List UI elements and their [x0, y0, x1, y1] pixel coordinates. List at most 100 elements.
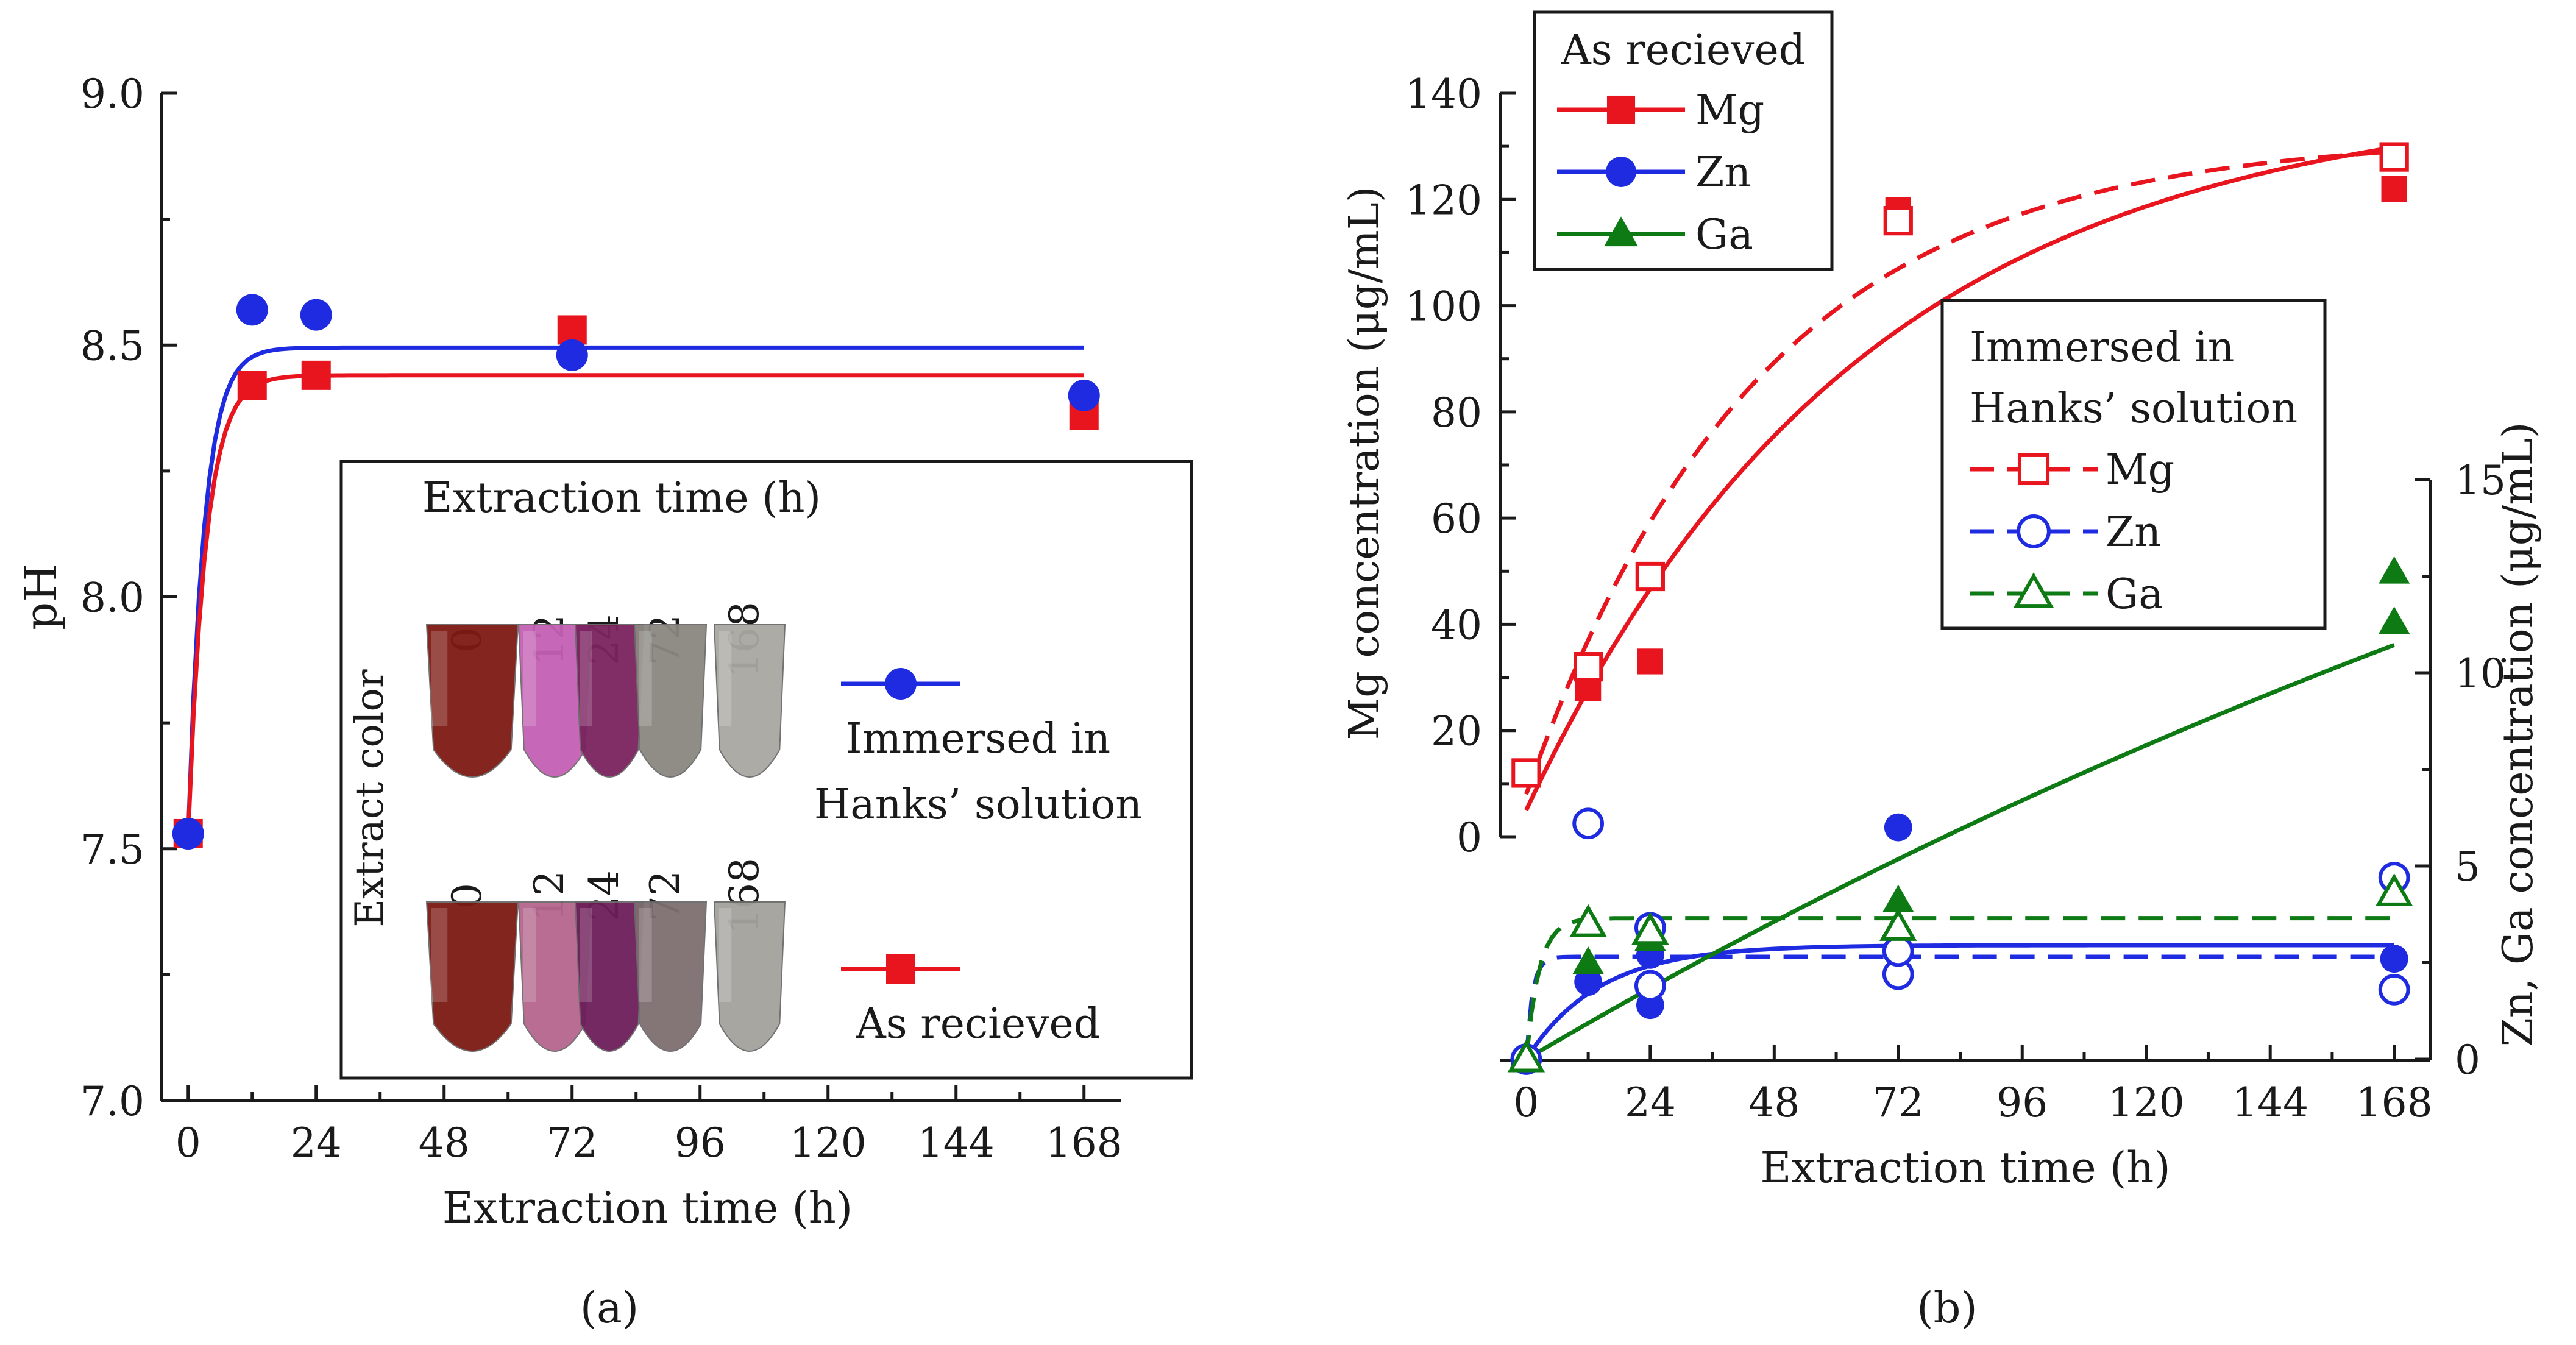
tube-24h — [574, 901, 645, 1052]
x-tick-label: 144 — [2232, 1079, 2308, 1126]
tube-72h — [633, 624, 708, 778]
x-tick-label: 96 — [1996, 1079, 2048, 1126]
inset-legend-text: As recieved — [856, 1000, 1101, 1048]
tube-highlight — [639, 631, 652, 726]
data-point-ga — [2375, 873, 2413, 906]
data-point-mg — [2379, 142, 2409, 172]
tube-highlight — [580, 908, 592, 1002]
data-point — [236, 294, 268, 326]
data-point — [300, 299, 332, 331]
tube-highlight — [719, 908, 732, 1002]
x-tick-label: 168 — [2356, 1079, 2433, 1126]
data-point-ga — [1572, 946, 1604, 974]
x-tick-label: 120 — [2108, 1079, 2185, 1126]
x-tick-label: 120 — [790, 1120, 867, 1166]
chart-panel-b: 0 20 40 60 80 100 120 140 0 5 10 15 0 24 48 72 96 120 144 1… — [1341, 10, 2542, 1333]
legend-entry: Mg — [1695, 87, 1764, 135]
data-point-zn — [1882, 935, 1914, 967]
legend-marker — [1606, 95, 1636, 124]
fit-line-zn — [1524, 943, 2394, 1060]
left-y-tick-label: 100 — [1405, 283, 1482, 330]
data-point-zn — [1884, 813, 1912, 842]
data-point-mg — [1637, 648, 1663, 675]
x-tick-label: 0 — [176, 1120, 201, 1166]
data-point — [556, 339, 588, 371]
chart-panel-a: 7.0 7.5 8.0 8.5 9.0 0 24 48 72 96 120 144 168 Extract… — [15, 71, 1193, 1333]
data-point — [237, 371, 267, 400]
tube-highlight — [523, 631, 536, 726]
data-point-ga — [1882, 884, 1914, 912]
right-y-tick-label: 0 — [2455, 1037, 2480, 1084]
x-tick-label: 168 — [1046, 1120, 1123, 1166]
legend-immersed-box — [1940, 299, 2327, 630]
data-point-mg — [1574, 652, 1603, 682]
x-tick-label: 24 — [1625, 1079, 1676, 1126]
y-tick-label: 8.0 — [80, 575, 144, 622]
x-tick-label: 96 — [675, 1120, 726, 1166]
left-y-tick-label: 40 — [1431, 602, 1482, 648]
data-point-mg — [1635, 561, 1665, 592]
right-y-axis-label: Zn, Ga concentration (μg/mL) — [2494, 422, 2542, 1047]
data-point-ga — [2379, 606, 2410, 634]
x-tick-label: 24 — [291, 1120, 342, 1166]
y-tick-label: 7.5 — [80, 826, 144, 873]
legend-as-received-title: As recieved — [1561, 26, 1806, 74]
panel-label: (b) — [1917, 1283, 1977, 1333]
tube-highlight — [431, 631, 448, 726]
x-tick-label: 72 — [1873, 1079, 1924, 1126]
tube-highlight — [719, 631, 732, 726]
legend-immersed-title: Hanks’ solution — [1970, 385, 2297, 433]
y-tick-label: 8.5 — [80, 322, 144, 369]
data-point — [172, 817, 204, 850]
data-point-mg — [1883, 206, 1913, 236]
left-y-tick-label: 20 — [1431, 708, 1482, 755]
legend-entry: Zn — [2106, 508, 2161, 556]
panel-label: (a) — [580, 1283, 639, 1333]
tube-0h — [425, 901, 519, 1052]
tube-0h — [425, 624, 519, 778]
x-tick-label: 48 — [419, 1120, 470, 1166]
legend-marker-open — [2017, 453, 2050, 486]
x-axis-label: Extraction time (h) — [1760, 1143, 2170, 1193]
inset-legend-marker — [885, 668, 917, 700]
x-tick-label: 0 — [1513, 1079, 1539, 1126]
fit-line — [186, 345, 1084, 834]
fit-line-zn — [1524, 954, 2394, 1060]
tube-168h — [713, 901, 786, 1052]
inset-row-label: Extract color — [347, 669, 392, 928]
data-point-mg — [1511, 758, 1541, 788]
data-point-ga — [2379, 556, 2410, 584]
y-tick-label: 7.0 — [80, 1078, 144, 1125]
legend-marker — [1604, 216, 1638, 247]
data-point-zn — [1574, 968, 1603, 996]
inset-legend-text: Hanks’ solution — [814, 781, 1142, 829]
data-point-ga — [1631, 912, 1669, 945]
x-tick-label: 144 — [918, 1120, 995, 1166]
tube-highlight — [523, 908, 536, 1002]
right-y-tick-label: 15 — [2455, 457, 2506, 504]
left-y-tick-label: 0 — [1457, 814, 1482, 861]
x-tick-label: 72 — [547, 1120, 598, 1166]
right-y-tick-label: 5 — [2455, 843, 2480, 890]
legend-marker-open — [2014, 572, 2054, 608]
inset-legend-marker — [886, 954, 915, 984]
fit-line-ga — [1525, 643, 2395, 1062]
y-tick-label: 9.0 — [80, 71, 144, 118]
data-point-zn — [2380, 945, 2408, 973]
data-point-zn — [1634, 970, 1666, 1002]
tube-highlight — [580, 631, 592, 726]
data-point-ga — [1569, 904, 1607, 937]
inset-title: Extraction time (h) — [422, 474, 821, 522]
y-axis-label: pH — [15, 564, 66, 630]
x-tick-label: 48 — [1748, 1079, 1800, 1126]
data-point-ga — [1507, 1039, 1545, 1073]
left-y-tick-label: 120 — [1405, 177, 1482, 224]
tube-highlight — [639, 908, 652, 1002]
legend-entry: Ga — [1695, 211, 1753, 259]
data-point — [301, 360, 331, 390]
x-axis-label: Extraction time (h) — [442, 1183, 853, 1233]
data-point-ga — [1879, 907, 1917, 941]
fit-line-ga — [1524, 916, 2394, 1060]
legend-entry: Ga — [2106, 570, 2163, 619]
